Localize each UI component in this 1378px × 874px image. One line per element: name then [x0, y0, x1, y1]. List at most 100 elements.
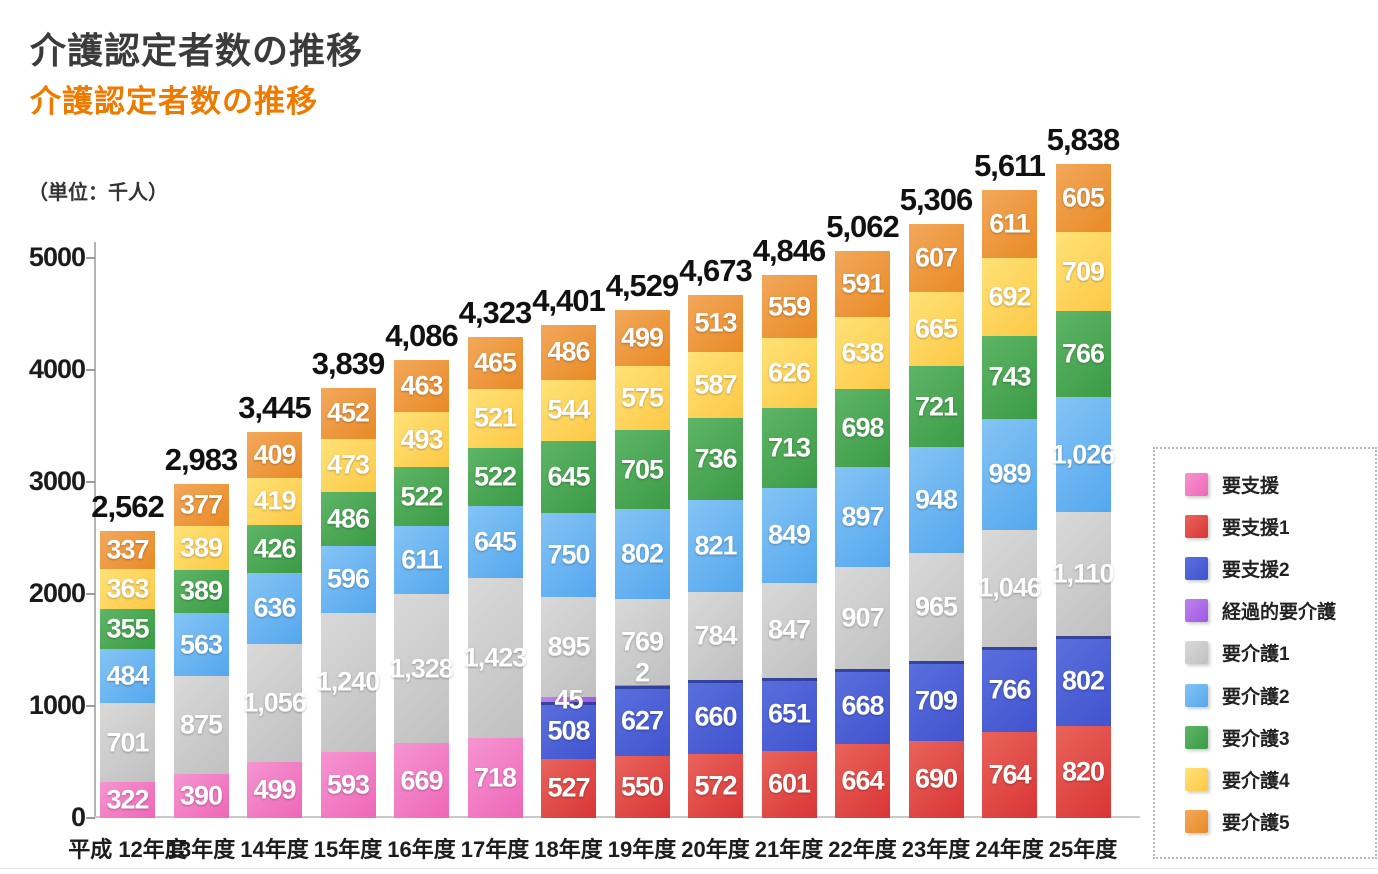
bar-total-label: 3,445: [238, 390, 312, 426]
y-axis-tick-label: 2000: [28, 578, 86, 608]
y-axis-tick-mark: [86, 257, 95, 259]
bar-segment-要支援2: 668: [835, 668, 890, 744]
segment-value-label: 607: [914, 242, 958, 273]
x-axis-tick-label: 14年度: [240, 837, 309, 862]
segment-value-label: 363: [106, 573, 149, 604]
bar-segment-要介護3: 721: [908, 366, 964, 448]
segment-value-label: 575: [620, 382, 664, 413]
segment-value-label: 965: [914, 591, 958, 622]
bar-segment-要介護5: 409: [247, 432, 302, 478]
y-axis-tick-label: 5000: [28, 242, 86, 272]
segment-value-label: 463: [400, 370, 443, 401]
bar-segment-要介護2: 948: [908, 447, 964, 554]
segment-value-label: 692: [988, 281, 1031, 312]
bar-segment-要支援: 718: [467, 737, 523, 818]
bar-segment-要支援1: 572: [688, 753, 743, 818]
bar-segment-要介護1: 1,240: [317, 612, 380, 752]
legend-label: 要支援: [1222, 475, 1280, 497]
legend-label: 要支援2: [1222, 560, 1290, 582]
bar-segment-要介護4: 626: [761, 337, 817, 408]
segment-value-label: 802: [620, 538, 664, 569]
segment-value-label: 651: [767, 698, 811, 729]
bar-segment-要介護3: 766: [1055, 311, 1111, 398]
bar-segment-要介護4: 544: [541, 379, 596, 441]
bar-segment-要介護1: 847: [761, 582, 817, 678]
legend-swatch-icon: [1185, 768, 1208, 792]
segment-value-label: 665: [914, 313, 958, 344]
bar-segment-要介護1: 1,046: [978, 529, 1042, 647]
segment-value-label: 544: [547, 394, 590, 425]
legend-item-要支援2: 要支援2: [1185, 555, 1367, 582]
bar-segment-要介護2: 750: [541, 512, 596, 597]
segment-value-label: 426: [253, 533, 296, 564]
bar-segment-要介護4: 709: [1055, 231, 1111, 312]
segment-value-label: 849: [767, 519, 811, 550]
x-axis-tick-label: 19年度: [607, 837, 677, 862]
segment-value-label: 493: [400, 424, 443, 455]
segment-value-label: 664: [841, 765, 884, 796]
bar-total-label: 2,562: [91, 489, 165, 525]
segment-value-label: 736: [694, 443, 737, 474]
bar-segment-要介護5: 463: [394, 360, 449, 413]
x-axis-tick-label: 17年度: [460, 837, 530, 862]
segment-value-label: 743: [988, 361, 1031, 392]
legend-label: 要支援1: [1222, 517, 1290, 539]
legend-label: 要介護3: [1222, 728, 1290, 750]
bar-total-label: 4,401: [532, 283, 606, 319]
bar-segment-要介護5: 486: [541, 325, 596, 380]
bar-segment-要介護5: 513: [688, 294, 743, 353]
x-axis-tick-label: 16年度: [387, 837, 456, 862]
segment-value-label: 522: [473, 461, 517, 492]
bar-segment-要支援1: 601: [761, 750, 817, 818]
segment-value-label: 1,423: [463, 642, 528, 673]
legend-item-要介護3: 要介護3: [1185, 724, 1367, 751]
bar-segment-要支援1: 527: [541, 758, 596, 818]
segment-value-label: 847: [767, 614, 811, 645]
bar-segment-要介護1: 907: [835, 567, 890, 669]
legend-swatch-icon: [1185, 472, 1208, 496]
segment-value-label: 513: [694, 307, 737, 338]
x-axis-tick-label: 24年度: [975, 837, 1044, 862]
y-axis-line: [94, 242, 96, 818]
segment-value-label: 484: [106, 660, 149, 691]
bar-total-label: 5,611: [974, 147, 1046, 183]
segment-value-label: 895: [547, 631, 590, 662]
y-axis-tick-label: 3000: [28, 466, 86, 496]
bar-segment-要支援: 669: [394, 743, 449, 818]
segment-value-label: 766: [988, 674, 1031, 705]
bar-segment-要介護2: 484: [100, 649, 155, 704]
segment-value-label: 645: [473, 526, 517, 557]
bar-total-label: 3,839: [311, 345, 386, 381]
bar-total-label: 4,846: [752, 233, 827, 269]
bar-segment-要介護2: 849: [761, 487, 817, 583]
bar-segment-要支援2: 660: [688, 680, 743, 754]
segment-value-label: 821: [694, 530, 737, 561]
segment-value-label: 337: [106, 534, 149, 565]
segment-value-label: 322: [106, 784, 149, 815]
y-axis-tick-mark: [86, 705, 95, 707]
segment-value-label: 587: [694, 369, 737, 400]
bar-segment-要介護4: 575: [614, 365, 670, 431]
segment-value-label: 766: [1061, 338, 1105, 369]
legend-item-要介護4: 要介護4: [1185, 766, 1367, 793]
legend-item-要介護5: 要介護5: [1185, 808, 1367, 835]
bar-segment-要支援1: 550: [614, 756, 670, 818]
bar-total-label: 4,086: [385, 318, 459, 354]
bar-segment-要介護4: 692: [982, 258, 1037, 336]
bar-segment-要介護3: 389: [173, 569, 229, 614]
bar-segment-要介護3: 486: [320, 491, 376, 546]
legend-swatch-icon: [1185, 599, 1208, 623]
segment-value-label: 764: [988, 759, 1031, 790]
segment-value-label: 409: [253, 439, 296, 470]
segment-value-label: 820: [1061, 756, 1105, 787]
legend-item-要支援1: 要支援1: [1185, 513, 1367, 540]
bar-segment-要介護1: 769: [614, 599, 670, 686]
bar-segment-要介護5: 465: [467, 337, 523, 390]
segment-value-label: 948: [914, 484, 958, 515]
bar-segment-要支援: 593: [320, 751, 376, 818]
bar-segment-要介護1: 875: [173, 676, 229, 775]
bar-segment-要介護4: 473: [320, 438, 376, 492]
segment-value-label: 521: [473, 402, 517, 433]
legend-label: 要介護5: [1222, 813, 1290, 835]
